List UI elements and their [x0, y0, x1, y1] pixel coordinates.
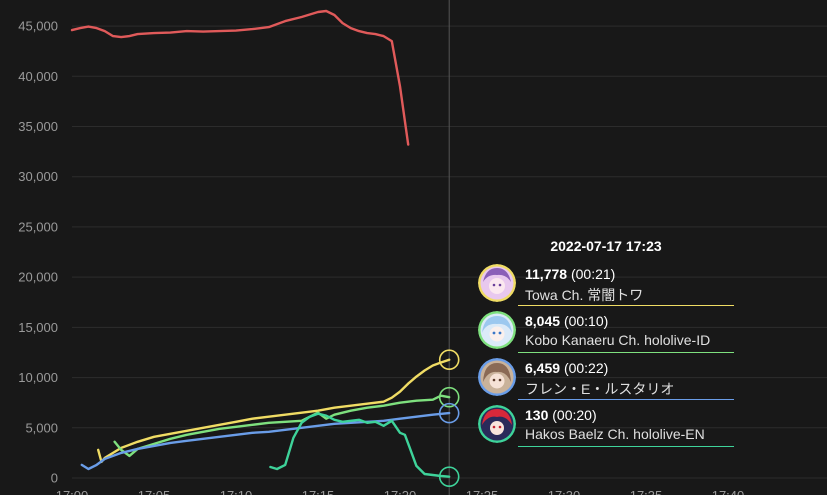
tooltip-value: 11,778	[525, 266, 568, 282]
y-tick-label: 35,000	[18, 119, 58, 134]
y-tick-label: 45,000	[18, 19, 58, 34]
hover-marker	[438, 349, 460, 371]
baelz-avatar-icon	[478, 405, 516, 443]
tooltip-duration: (00:20)	[552, 407, 597, 423]
tooltip-channel-name: Kobo Kanaeru Ch. hololive-ID	[525, 332, 711, 348]
y-tick-label: 20,000	[18, 270, 58, 285]
y-tick-label: 0	[51, 471, 58, 486]
x-tick-label: 17:40	[712, 488, 745, 495]
hover-tooltip: 2022-07-17 17:23 11,778 (00:21) Towa Ch.…	[478, 238, 734, 452]
tooltip-time: 2022-07-17 17:23	[550, 238, 662, 254]
series-line	[269, 412, 451, 478]
tooltip-duration: (00:22)	[563, 360, 609, 376]
y-axis-ticks: 0 5,000 10,000 15,000 20,000 25,000 30,000 35,0…	[18, 19, 58, 486]
y-tick-label: 10,000	[18, 370, 58, 385]
series-lines	[70, 9, 451, 478]
hover-marker	[438, 466, 460, 487]
tooltip-value: 6,459	[525, 360, 561, 376]
y-tick-label: 5,000	[25, 420, 58, 435]
tooltip-duration: (00:10)	[563, 313, 609, 329]
tooltip-row-kobo: 8,045 (00:10) Kobo Kanaeru Ch. hololive-…	[478, 311, 734, 353]
tooltip-row-underline	[518, 446, 734, 447]
series-line	[96, 358, 451, 464]
hover-markers	[438, 349, 460, 487]
tooltip-row-furen: 6,459 (00:22) フレン・E・ルスタリオ	[478, 358, 734, 400]
series-line	[80, 411, 451, 471]
hover-marker	[438, 386, 460, 408]
tooltip-row-underline	[518, 352, 734, 353]
y-tick-label: 40,000	[18, 69, 58, 84]
tooltip-row-baelz: 130 (00:20) Hakos Baelz Ch. hololive-EN	[478, 405, 734, 447]
tooltip-duration: (00:21)	[570, 266, 616, 282]
tooltip-row-underline	[518, 305, 734, 306]
series-line	[113, 394, 451, 458]
x-tick-label: 17:15	[302, 488, 335, 495]
x-axis-ticks: 17:00 17:05 17:10 17:15 17:20 17:25 17:30 17:35…	[56, 488, 745, 495]
tooltip-channel-name: Towa Ch. 常闇トワ	[525, 287, 644, 303]
x-tick-label: 17:00	[56, 488, 89, 495]
tooltip-row-towa: 11,778 (00:21) Towa Ch. 常闇トワ	[478, 264, 734, 306]
kobo-avatar-icon	[478, 311, 516, 349]
x-tick-label: 17:35	[630, 488, 663, 495]
x-tick-label: 17:30	[548, 488, 581, 495]
y-tick-label: 30,000	[18, 169, 58, 184]
x-tick-label: 17:25	[466, 488, 499, 495]
series-line	[70, 9, 410, 146]
x-tick-label: 17:20	[384, 488, 417, 495]
tooltip-value: 8,045	[525, 313, 561, 329]
x-tick-label: 17:10	[220, 488, 253, 495]
tooltip-row-underline	[518, 399, 734, 400]
tooltip-channel-name: フレン・E・ルスタリオ	[525, 381, 675, 397]
hover-marker	[438, 402, 460, 424]
y-tick-label: 25,000	[18, 219, 58, 234]
towa-avatar-icon	[478, 264, 516, 302]
x-tick-label: 17:05	[138, 488, 171, 495]
tooltip-value: 130	[525, 407, 549, 423]
furen-avatar-icon	[478, 358, 516, 396]
tooltip-channel-name: Hakos Baelz Ch. hololive-EN	[525, 426, 705, 442]
y-tick-label: 15,000	[18, 320, 58, 335]
